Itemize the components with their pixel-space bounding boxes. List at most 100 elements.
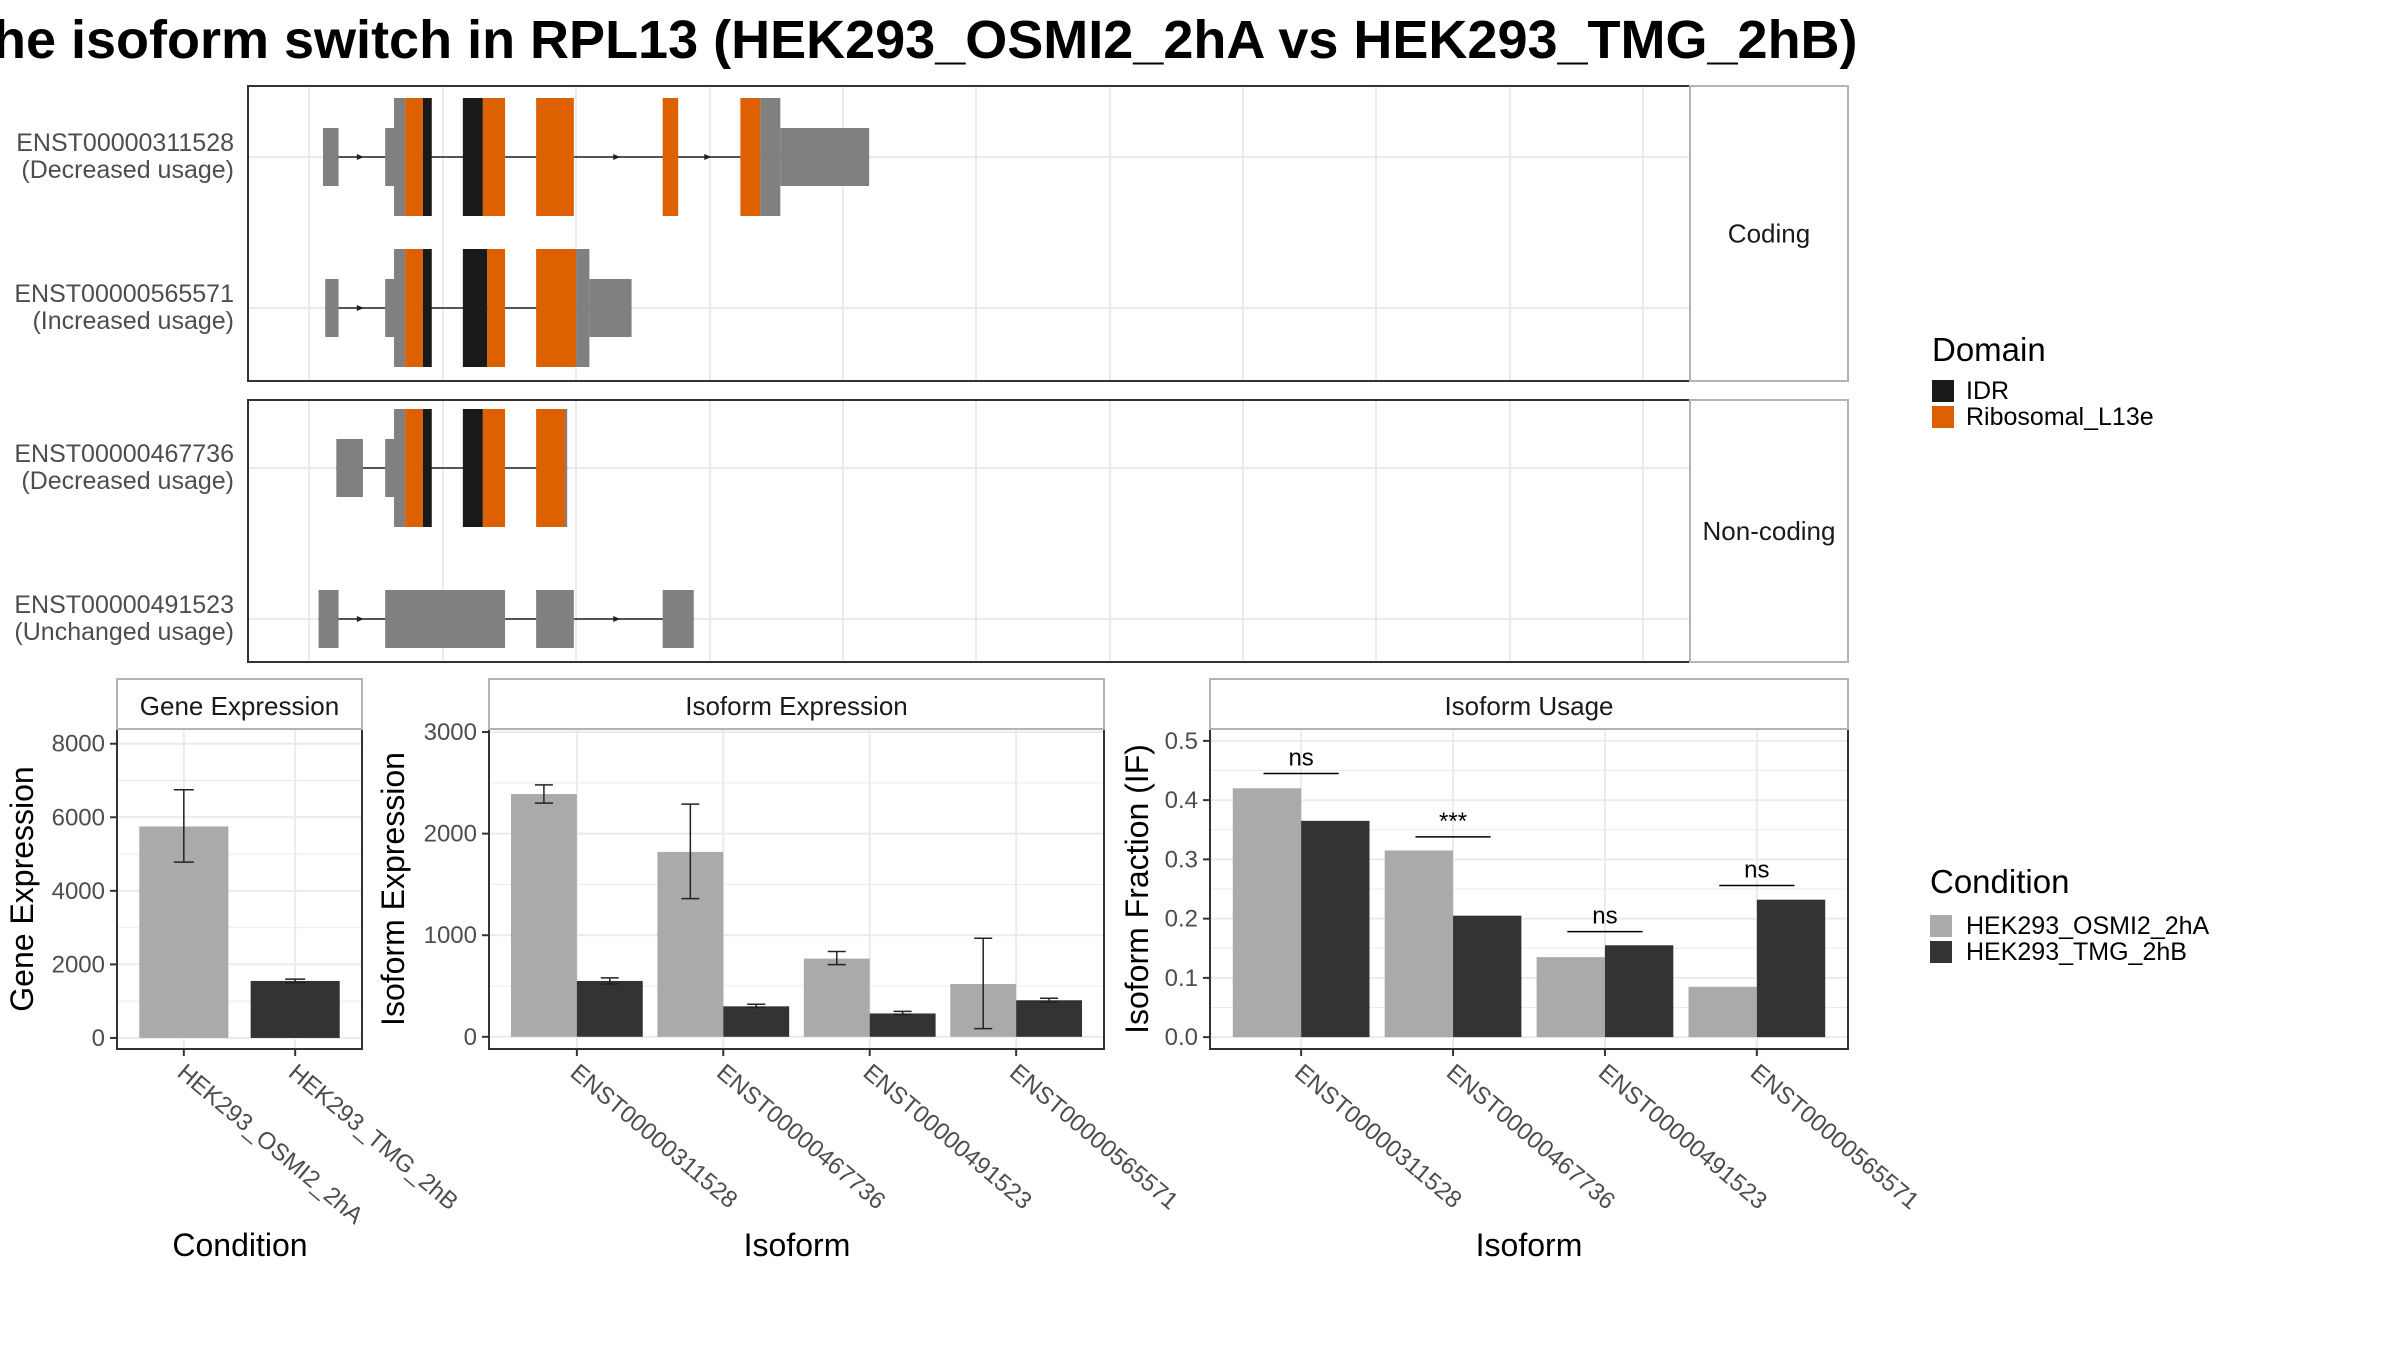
domain-legend-label: IDR: [1966, 377, 2009, 405]
y-tick-label: 0: [92, 1025, 105, 1052]
intron-arrow: [613, 616, 621, 622]
significance-label: ***: [1439, 808, 1467, 835]
y-tick-label: 0.4: [1165, 787, 1198, 814]
ribosomal-domain: [487, 249, 506, 367]
chart-isoform-usage: ns *** ns ns Isoform Usage 0.0 0.1 0.2 0.3 0.4 0.5…: [1119, 678, 1924, 1263]
panel-strip: [1689, 399, 1849, 663]
y-tick-label: 4000: [52, 878, 105, 905]
bar-enst00000491523-series-1: [1604, 945, 1674, 1038]
transcript-id-label: ENST00000491523: [14, 591, 234, 619]
bar-enst00000311528-series-1: [1301, 820, 1370, 1038]
bar-enst00000467736-series-1: [723, 1006, 790, 1037]
transcript-usage-label: (Decreased usage): [21, 467, 234, 495]
bar-enst00000491523-series-0: [803, 958, 870, 1037]
y-tick-label: 0.1: [1165, 965, 1198, 992]
expression-bar-charts: Gene Expression 0 2000 4000 6000 8000 HEK293_O…: [4, 678, 1924, 1263]
exon-block: [780, 128, 870, 186]
exon-block: [394, 249, 406, 367]
transcript-usage-label: (Unchanged usage): [14, 618, 234, 646]
exon-block: [336, 439, 363, 497]
transcript-id-label: ENST00000565571: [14, 280, 234, 308]
ribosomal-domain: [662, 98, 679, 216]
intron-arrow: [356, 616, 364, 622]
intron-arrow: [356, 154, 364, 160]
significance-label: ns: [1288, 744, 1313, 771]
panel-strip-label: Coding: [1728, 219, 1810, 249]
bar-enst00000565571-series-1: [1756, 899, 1826, 1038]
y-tick-label: 0.3: [1165, 846, 1198, 873]
intron-arrow: [613, 154, 621, 160]
idr-domain: [422, 98, 432, 216]
condition-legend-swatch: [1930, 915, 1952, 937]
exon-block: [323, 128, 339, 186]
ribosomal-domain: [405, 249, 423, 367]
x-tick-label: ENST00000467736: [1441, 1059, 1620, 1215]
x-tick-label: ENST00000311528: [1289, 1059, 1467, 1214]
y-axis-title: Isoform Fraction (IF): [1119, 744, 1155, 1034]
ribosomal-domain: [740, 98, 761, 216]
transcript-id-label: ENST00000311528: [16, 129, 234, 157]
exon-block: [564, 409, 568, 527]
significance-label: ns: [1592, 903, 1617, 930]
bar-enst00000565571-series-0: [1688, 986, 1757, 1038]
x-axis-title: Isoform: [1476, 1227, 1583, 1263]
idr-domain: [462, 409, 483, 527]
chart-gene-expression: Gene Expression 0 2000 4000 6000 8000 HEK293_O…: [4, 678, 463, 1263]
x-axis-title: Isoform: [744, 1227, 851, 1263]
transcript-ENST00000565571: [325, 249, 632, 367]
condition-legend-label: HEK293_TMG_2hB: [1966, 938, 2187, 966]
exon-block: [385, 590, 506, 648]
bar-hek293_tmg_2hb: [250, 980, 340, 1038]
exon-block: [662, 590, 694, 648]
y-axis-title: Gene Expression: [4, 766, 40, 1011]
transcript-usage-label: (Decreased usage): [21, 156, 234, 184]
y-tick-label: 2000: [424, 821, 477, 848]
ribosomal-domain: [482, 98, 506, 216]
ribosomal-domain: [536, 409, 565, 527]
x-tick-label: HEK293_OSMI2_2hA: [172, 1059, 368, 1230]
chart-isoform-expression: Isoform Expression0100020003000ENST00000…: [375, 678, 1183, 1263]
transcript-id-label: ENST00000467736: [14, 440, 234, 468]
intron-arrow: [356, 305, 364, 311]
y-axis-title: Isoform Expression: [375, 752, 411, 1026]
bar-enst00000467736-series-0: [1384, 850, 1454, 1038]
x-tick-label: ENST00000565571: [1745, 1059, 1924, 1215]
condition-legend-title: Condition: [1930, 863, 2069, 900]
panel-strip: [1689, 85, 1849, 382]
bar-enst00000311528-series-0: [1232, 788, 1302, 1038]
bar-enst00000491523-series-1: [869, 1013, 936, 1037]
exon-block: [576, 249, 590, 367]
exon-block: [385, 279, 395, 337]
x-tick-label: ENST00000491523: [1593, 1059, 1772, 1215]
domain-legend-swatch: [1932, 380, 1954, 402]
idr-domain: [422, 409, 432, 527]
ribosomal-domain: [405, 409, 423, 527]
chart-title: Isoform Expression: [685, 691, 908, 721]
chart-strip: [116, 678, 363, 730]
x-axis-title: Condition: [172, 1227, 307, 1263]
chart-strip: [1209, 678, 1849, 730]
y-tick-label: 1000: [424, 922, 477, 949]
transcript-panel-coding: Coding: [247, 85, 1849, 382]
bar-enst00000491523-series-0: [1536, 957, 1605, 1038]
chart-strip: [488, 678, 1105, 730]
domain-legend-swatch: [1932, 406, 1954, 428]
y-tick-label: 0.5: [1165, 728, 1198, 755]
condition-legend-label: HEK293_OSMI2_2hA: [1966, 912, 2210, 940]
chart-title: Isoform Usage: [1444, 691, 1613, 721]
exon-block: [385, 128, 395, 186]
y-tick-label: 0.2: [1165, 906, 1198, 933]
y-tick-label: 3000: [424, 719, 477, 746]
bar-enst00000565571-series-1: [1016, 1000, 1083, 1037]
ribosomal-domain: [536, 249, 577, 367]
exon-block: [385, 439, 395, 497]
exon-block: [318, 590, 339, 648]
condition-legend-swatch: [1930, 941, 1952, 963]
transcript-usage-label: (Increased usage): [32, 307, 234, 335]
exon-block: [394, 98, 406, 216]
y-tick-label: 8000: [52, 731, 105, 758]
domain-legend-label: Ribosomal_L13e: [1966, 403, 2154, 431]
